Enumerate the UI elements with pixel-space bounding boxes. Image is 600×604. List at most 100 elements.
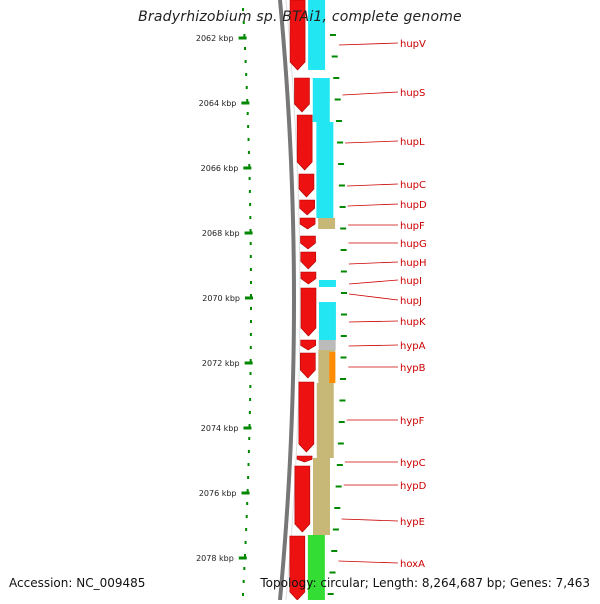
feature-block	[318, 302, 336, 340]
gene-label: hupD	[400, 200, 427, 211]
gene-label: hypD	[400, 481, 427, 492]
right-tick	[329, 34, 336, 36]
feature-track-layer	[307, 0, 336, 600]
kbp-tick	[243, 426, 252, 430]
gene-label: hypE	[400, 517, 425, 528]
kbp-label: 2062 kbp	[196, 34, 234, 43]
right-tick	[339, 206, 346, 208]
kbp-label: 2064 kbp	[199, 99, 237, 108]
guide-dot	[246, 502, 249, 505]
feature-block	[308, 0, 326, 70]
guide-dot	[249, 359, 252, 362]
guide-dot	[243, 567, 246, 570]
feature-block	[307, 535, 325, 600]
guide-dot	[244, 47, 247, 50]
gene-leader-line	[346, 183, 399, 187]
guide-dot	[249, 216, 252, 219]
cds-arrow	[298, 173, 315, 198]
gene-label: hypA	[400, 341, 426, 352]
right-tick	[340, 270, 347, 273]
guide-dot	[249, 281, 252, 284]
guide-dot	[242, 21, 245, 24]
right-tick	[340, 335, 347, 337]
right-tick	[338, 163, 345, 165]
gene-label: hupV	[400, 39, 426, 50]
cds-arrow	[300, 339, 316, 351]
guide-dot	[242, 8, 245, 11]
kbp-label: 2072 kbp	[202, 359, 240, 368]
gene-label: hupI	[400, 276, 422, 287]
right-tick	[338, 184, 345, 187]
cds-arrow	[300, 271, 317, 285]
dotted-guide-layer	[241, 8, 252, 596]
backbone-layer	[278, 0, 301, 601]
accession-text: Accession: NC_009485	[9, 576, 146, 590]
right-tick	[334, 98, 341, 101]
gene-leader-line	[348, 344, 399, 347]
cds-arrow	[294, 77, 310, 113]
gene-leader-line	[338, 42, 399, 46]
guide-dot	[249, 307, 252, 310]
guide-dot	[249, 385, 252, 388]
guide-dot	[242, 580, 245, 583]
guide-dot	[249, 346, 252, 349]
guide-dot	[249, 398, 252, 401]
right-tick	[334, 507, 341, 509]
right-tick	[338, 421, 345, 423]
right-tick	[337, 442, 344, 445]
guide-dot	[246, 112, 249, 115]
right-tick	[337, 141, 344, 144]
right-tick	[331, 55, 338, 58]
kbp-tick	[238, 556, 247, 560]
gene-label: hupK	[400, 317, 426, 328]
gene-label: hupL	[400, 137, 425, 148]
kbp-tick	[244, 361, 253, 365]
gene-label: hypC	[400, 458, 426, 469]
guide-dot	[243, 554, 246, 557]
genome-backbone-highlight	[285, 0, 301, 601]
gene-leader-line	[341, 518, 399, 522]
gene-leader-line	[347, 203, 399, 207]
right-tick-layer	[327, 34, 347, 595]
right-tick	[340, 292, 347, 294]
cds-arrow	[289, 0, 306, 71]
guide-dot	[247, 450, 250, 453]
guide-dot	[241, 593, 244, 596]
right-tick	[340, 356, 347, 359]
right-tick	[329, 571, 336, 574]
topology-text: Topology: circular; Length: 8,264,687 bp…	[260, 576, 590, 590]
right-tick	[335, 485, 342, 488]
guide-dot	[248, 424, 251, 427]
guide-dot	[249, 320, 252, 323]
feature-block	[312, 78, 330, 122]
kbp-label: 2070 kbp	[202, 294, 240, 303]
kbp-label: 2078 kbp	[196, 554, 234, 563]
feature-block	[318, 340, 336, 350]
gene-label: hupC	[400, 180, 426, 191]
cds-arrow	[294, 465, 311, 533]
kbp-tick	[241, 101, 250, 105]
guide-dot	[249, 372, 252, 375]
guide-dot	[249, 203, 252, 206]
guide-dot	[244, 541, 247, 544]
feature-block	[318, 218, 336, 229]
kbp-tick	[244, 231, 253, 235]
kbp-label: 2074 kbp	[201, 424, 239, 433]
guide-dot	[248, 177, 251, 180]
gene-label-layer: hupV hupS hupL hupC hupD hupF hupG hupH hupI hupJ…	[338, 39, 427, 570]
guide-dot	[248, 164, 251, 167]
feature-block	[316, 383, 334, 458]
right-tick	[340, 249, 347, 251]
feature-block	[318, 280, 336, 287]
guide-dot	[245, 515, 248, 518]
gene-label: hupJ	[400, 296, 422, 307]
kbp-tick	[243, 166, 252, 170]
map-title: Bradyrhizobium sp. BTAi1, complete genom…	[138, 9, 462, 25]
guide-dot	[248, 190, 251, 193]
kbp-tick-layer: 2062 kbp 2064 kbp 2066 kbp 2068 kbp 2070 kbp…	[196, 34, 253, 563]
gene-leader-line	[348, 279, 399, 285]
kbp-tick	[238, 36, 247, 40]
feature-block	[329, 352, 336, 383]
cds-arrow	[300, 251, 317, 270]
